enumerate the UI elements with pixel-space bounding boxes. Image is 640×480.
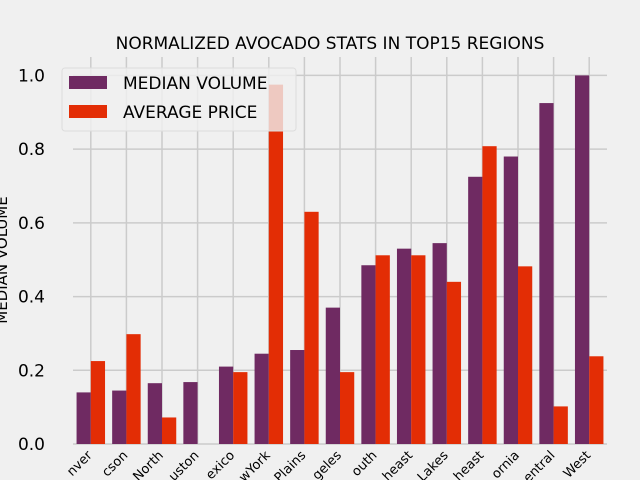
bar-average-price xyxy=(482,146,497,445)
legend-label: MEDIAN VOLUME xyxy=(123,74,267,94)
bar-average-price xyxy=(268,84,284,445)
bar-median-volume xyxy=(468,176,483,445)
y-axis-label: MEDIAN VOLUME xyxy=(0,196,11,323)
bar-average-price xyxy=(411,255,426,444)
bar-median-volume xyxy=(539,103,554,445)
legend-swatch xyxy=(69,76,107,89)
bar-median-volume xyxy=(361,265,376,444)
y-tick-label: 1.0 xyxy=(18,66,45,86)
bar-average-price xyxy=(446,281,462,444)
bar-median-volume xyxy=(396,248,412,444)
bar-median-volume xyxy=(254,353,269,444)
bars xyxy=(76,75,604,445)
y-tick-label: 0.8 xyxy=(18,140,45,160)
bar-median-volume xyxy=(147,383,162,444)
bar-average-price xyxy=(553,406,568,444)
y-tick-label: 0.2 xyxy=(18,361,45,381)
bar-average-price xyxy=(162,417,177,444)
bar-median-volume xyxy=(290,350,305,444)
y-tick-label: 0.0 xyxy=(18,435,45,455)
bar-median-volume xyxy=(503,156,518,444)
bar-average-price xyxy=(126,334,141,444)
bar-average-price xyxy=(340,372,355,444)
bar-median-volume xyxy=(76,392,91,444)
legend-box xyxy=(61,67,297,132)
bar-median-volume xyxy=(574,75,590,444)
bar-median-volume xyxy=(218,366,234,444)
bar-median-volume xyxy=(325,307,340,444)
y-tick-label: 0.4 xyxy=(18,288,45,308)
bar-median-volume xyxy=(183,382,198,444)
y-ticks: 0.0 0.2 0.4 0.6 0.8 1.0 xyxy=(18,66,45,455)
bar-median-volume xyxy=(432,243,447,444)
bar-average-price xyxy=(375,255,390,444)
bar-average-price xyxy=(304,211,319,444)
chart-title: NORMALIZED AVOCADO STATS IN TOP15 REGION… xyxy=(116,34,545,54)
legend: MEDIAN VOLUME AVERAGE PRICE xyxy=(61,67,297,132)
bar-average-price xyxy=(589,356,604,444)
legend-label: AVERAGE PRICE xyxy=(123,103,257,123)
bar-median-volume xyxy=(112,390,127,444)
legend-swatch xyxy=(69,105,107,118)
bar-average-price xyxy=(90,361,106,444)
bar-average-price xyxy=(233,372,248,444)
y-tick-label: 0.6 xyxy=(18,214,45,234)
bar-average-price xyxy=(518,266,533,444)
